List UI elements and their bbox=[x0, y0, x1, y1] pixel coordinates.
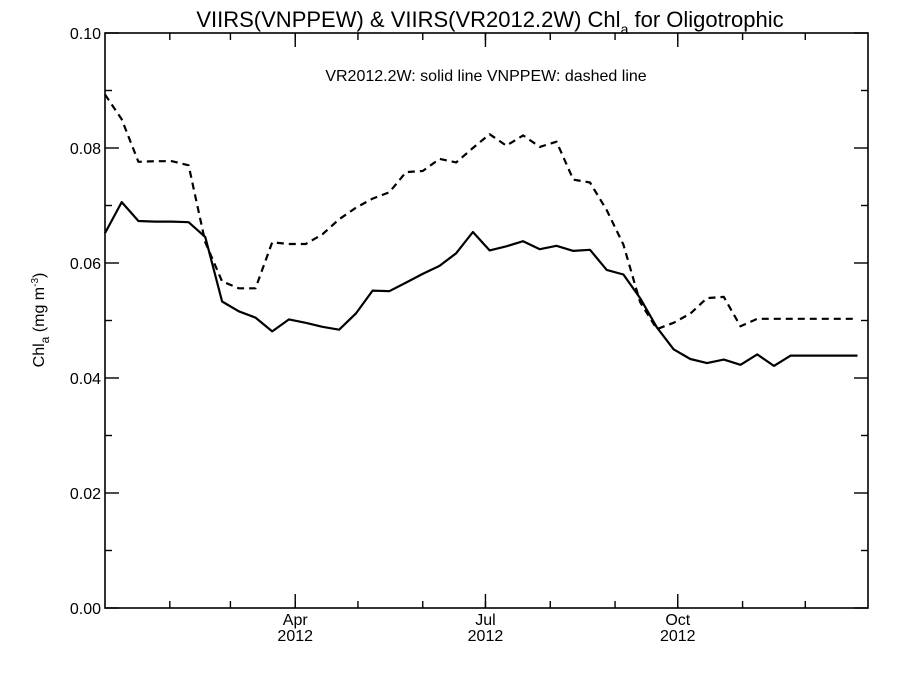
y-tick-label: 0.02 bbox=[70, 486, 101, 503]
x-tick-label-month: Jul bbox=[475, 612, 495, 629]
x-tick-label-month: Oct bbox=[665, 612, 690, 629]
x-tick-label-month: Apr bbox=[283, 612, 309, 629]
y-axis-label-close: ) bbox=[31, 273, 48, 278]
x-tick-label-year: 2012 bbox=[277, 628, 313, 645]
axis-ticks: 0.000.020.040.060.080.10Apr2012Jul2012Oc… bbox=[70, 26, 868, 645]
series-line-vnppew bbox=[104, 93, 858, 331]
series-layer bbox=[104, 93, 858, 367]
series-line-vr2012-2w bbox=[104, 201, 858, 367]
y-axis-label-unit: (mg m bbox=[31, 287, 48, 337]
y-tick-label: 0.00 bbox=[70, 601, 101, 618]
legend-note: VR2012.2W: solid line VNPPEW: dashed lin… bbox=[325, 68, 646, 85]
x-tick-label-year: 2012 bbox=[660, 628, 696, 645]
chart-title-subscript: a bbox=[621, 21, 629, 37]
y-axis-label-main: Chl bbox=[31, 343, 48, 367]
y-tick-label: 0.10 bbox=[70, 26, 101, 43]
y-axis-label-superscript: -3 bbox=[30, 278, 41, 287]
y-tick-label: 0.06 bbox=[70, 256, 101, 273]
x-tick-label-year: 2012 bbox=[468, 628, 504, 645]
chart-title: VIIRS(VNPPEW) & VIIRS(VR2012.2W) Chla fo… bbox=[196, 7, 783, 37]
chart-title-suffix: for Oligotrophic bbox=[628, 7, 783, 32]
y-axis-label: Chla (mg m-3) bbox=[30, 273, 52, 368]
y-tick-label: 0.04 bbox=[70, 371, 101, 388]
chart-title-main: VIIRS(VNPPEW) & VIIRS(VR2012.2W) Chl bbox=[196, 7, 620, 32]
y-tick-label: 0.08 bbox=[70, 141, 101, 158]
y-axis-label-subscript: a bbox=[38, 336, 52, 343]
